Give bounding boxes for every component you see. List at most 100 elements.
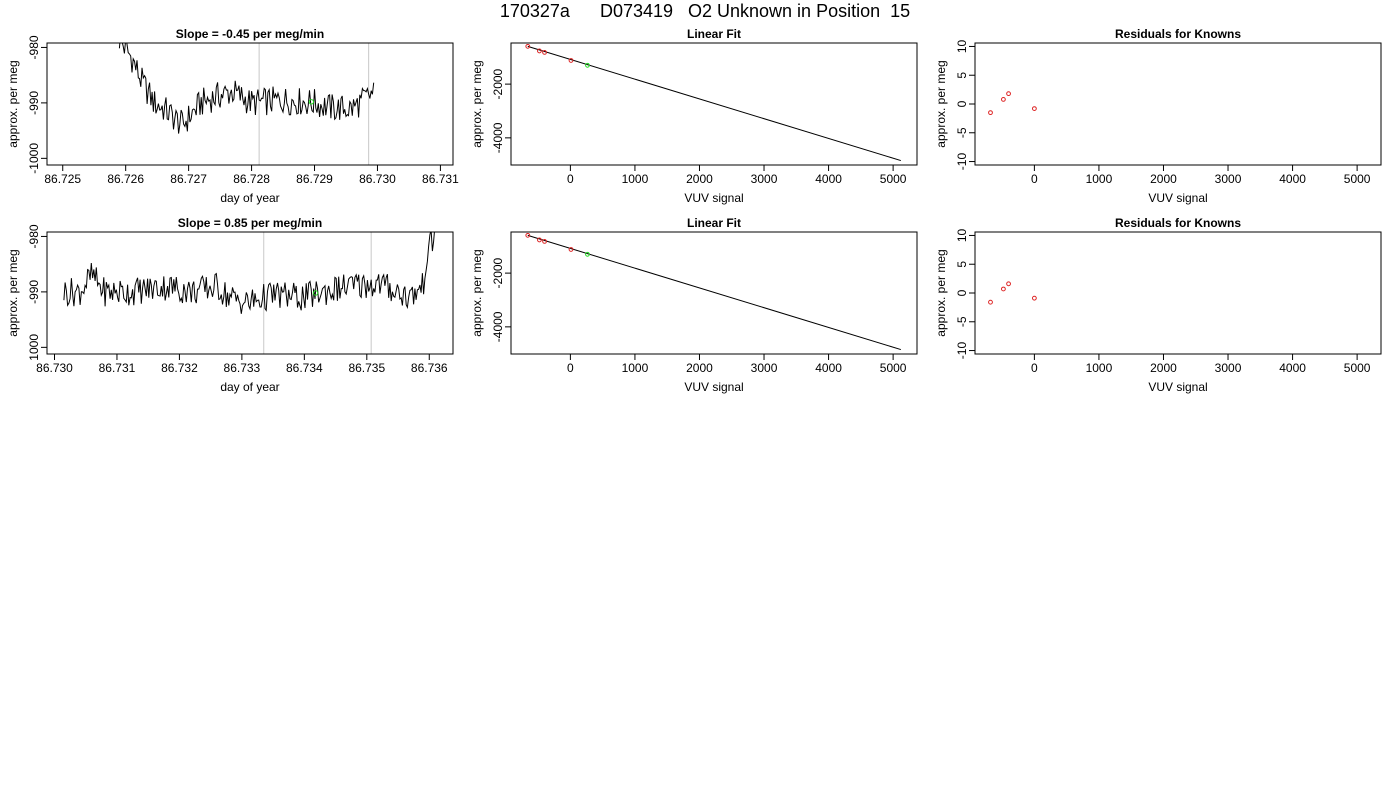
y-tick-label: -990 (27, 91, 41, 115)
plot-frame (974, 42, 1382, 166)
known-point (525, 232, 531, 238)
x-tick-label: 0 (1031, 172, 1038, 186)
known-point (537, 237, 542, 243)
x-axis-label: VUV signal (684, 191, 743, 205)
known-point (1031, 295, 1037, 301)
y-tick-label: 5 (955, 261, 969, 268)
x-tick-label: 1000 (1086, 361, 1113, 375)
x-axis-label: VUV signal (684, 380, 743, 394)
y-tick-label: -5 (955, 127, 969, 138)
panel-resid-top: Residuals for Knowns 0 1000 2000 3000 4000 500… (934, 27, 1382, 205)
panel-fit-top: Linear Fit 0 1000 2000 3000 4000 5000 -4000 -200… (470, 27, 918, 205)
panel-title: Residuals for Knowns (1115, 216, 1241, 230)
x-tick-label: 3000 (1215, 172, 1242, 186)
plot-area (988, 91, 1037, 116)
panel-trace-bottom: Slope = 0.85 per meg/min 86.730 86.731 86.7… (6, 216, 454, 394)
known-point (542, 50, 547, 55)
plot-area (525, 43, 902, 162)
x-tick-label: 86.728 (233, 172, 270, 186)
known-point (568, 58, 574, 63)
x-tick-label: 86.730 (36, 361, 73, 375)
x-tick-label: 5000 (880, 172, 907, 186)
x-tick-label: 2000 (686, 172, 713, 186)
x-axis-label: day of year (220, 191, 279, 205)
plot-frame (46, 42, 454, 166)
x-tick-label: 1000 (622, 172, 649, 186)
x-tick-label: 5000 (1344, 361, 1371, 375)
x-tick-label: 86.730 (359, 172, 396, 186)
y-axis-label: approx. per meg (470, 60, 484, 147)
x-tick-label: 4000 (815, 172, 842, 186)
y-tick-label: 0 (955, 100, 969, 107)
series-line (118, 43, 375, 134)
known-point (525, 43, 531, 49)
y-tick-label: -10 (955, 153, 969, 171)
y-tick-label: 10 (955, 228, 969, 242)
known-point (542, 239, 547, 244)
known-point (568, 247, 574, 252)
x-tick-label: 4000 (815, 361, 842, 375)
x-tick-label: 2000 (1150, 172, 1177, 186)
x-tick-label: 86.734 (286, 361, 323, 375)
panel-trace-top: Slope = -0.45 per meg/min 86.725 86.726 86.… (6, 27, 459, 205)
y-tick-label: 5 (955, 72, 969, 79)
y-tick-label: 0 (955, 289, 969, 296)
x-tick-label: 1000 (1086, 172, 1113, 186)
x-tick-label: 86.729 (296, 172, 333, 186)
panel-fit-bottom: Linear Fit 0 1000 2000 3000 4000 5000 -4000 -200… (470, 216, 918, 394)
panel-resid-bottom: Residuals for Knowns 0 1000 2000 3000 4000 500… (934, 216, 1382, 394)
plot-frame (46, 231, 454, 355)
unknown-point (312, 290, 319, 296)
y-tick-label: -1000 (27, 143, 41, 174)
y-axis-label: approx. per meg (6, 60, 20, 147)
y-tick-label: -4000 (491, 122, 505, 153)
plot-frame (510, 231, 918, 355)
x-tick-label: 4000 (1279, 361, 1306, 375)
known-point (1001, 96, 1006, 102)
y-axis-label: approx. per meg (934, 249, 948, 336)
y-tick-label: 1000 (27, 334, 41, 361)
x-axis-label: VUV signal (1148, 191, 1207, 205)
x-tick-label: 86.727 (170, 172, 207, 186)
panel-title: Slope = 0.85 per meg/min (178, 216, 322, 230)
plot-area (988, 281, 1037, 305)
x-axis-label: VUV signal (1148, 380, 1207, 394)
y-tick-label: -4000 (491, 311, 505, 342)
unknown-point (308, 99, 315, 105)
x-tick-label: 86.735 (348, 361, 385, 375)
x-tick-label: 3000 (1215, 361, 1242, 375)
x-tick-label: 3000 (751, 172, 778, 186)
x-tick-label: 5000 (880, 361, 907, 375)
x-tick-label: 2000 (686, 361, 713, 375)
x-tick-label: 86.726 (107, 172, 144, 186)
plot-area (118, 43, 375, 134)
x-tick-label: 3000 (751, 361, 778, 375)
x-tick-label: 5000 (1344, 172, 1371, 186)
y-tick-label: -980 (27, 35, 41, 59)
x-tick-label: 86.732 (161, 361, 198, 375)
x-tick-label: 86.736 (411, 361, 448, 375)
known-point (1001, 286, 1006, 292)
x-axis-label: day of year (220, 380, 279, 394)
x-tick-label: 0 (567, 172, 574, 186)
plot-frame (974, 231, 1382, 355)
x-tick-label: 0 (567, 361, 574, 375)
x-tick-label: 86.725 (44, 172, 81, 186)
page-title: 170327a D073419 O2 Unknown in Position 1… (499, 1, 911, 21)
y-tick-label: -10 (955, 342, 969, 360)
panel-title: Slope = -0.45 per meg/min (176, 27, 324, 41)
panel-title: Linear Fit (687, 216, 741, 230)
y-axis-label: approx. per meg (6, 249, 20, 336)
plot-area (63, 232, 435, 314)
fit-line (527, 234, 902, 351)
plot-area (525, 232, 902, 351)
x-tick-label: 2000 (1150, 361, 1177, 375)
x-tick-label: 86.731 (99, 361, 136, 375)
known-point (1006, 91, 1011, 97)
known-point (1031, 106, 1037, 112)
y-tick-label: -990 (27, 280, 41, 304)
y-tick-label: -980 (27, 224, 41, 248)
panel-title: Linear Fit (687, 27, 741, 41)
known-point (988, 299, 993, 305)
